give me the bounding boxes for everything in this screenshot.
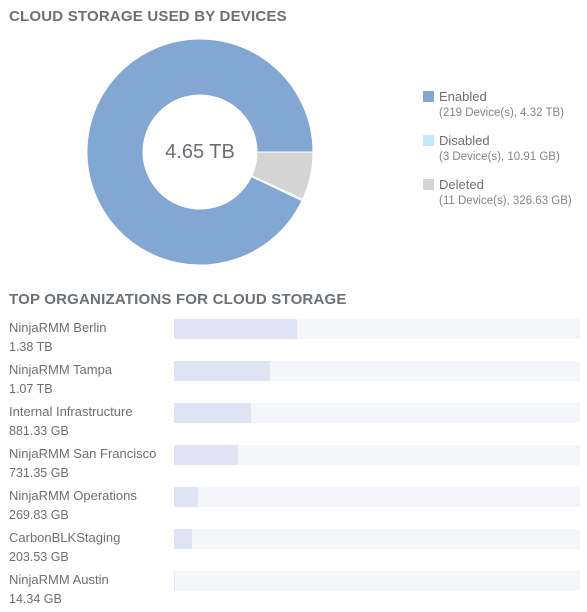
legend-item-disabled[interactable]: Disabled (3 Device(s), 10.91 GB) [423,132,585,166]
legend-detail: (219 Device(s), 4.32 TB) [439,107,565,119]
org-row[interactable]: NinjaRMM San Francisco 731.35 GB [0,444,587,486]
org-list: NinjaRMM Berlin 1.38 TB NinjaRMM Tampa 1… [0,318,587,612]
storage-legend: Enabled (219 Device(s), 4.32 TB) Disable… [423,88,585,220]
org-bar-track [174,487,580,507]
legend-item-deleted[interactable]: Deleted (11 Device(s), 326.63 GB) [423,176,585,210]
org-name: NinjaRMM Tampa [9,362,113,377]
legend-detail: (3 Device(s), 10.91 GB) [439,151,560,163]
org-bar-track [174,445,580,465]
org-bar-track [174,529,580,549]
donut-slice-enabled[interactable] [86,38,314,266]
org-bar-fill [174,571,176,591]
legend-swatch-enabled [423,91,434,102]
legend-swatch-disabled [423,135,434,146]
org-bar-fill [174,487,198,507]
org-row[interactable]: Internal Infrastructure 881.33 GB [0,402,587,444]
org-bar-fill [174,361,270,381]
org-name: NinjaRMM Austin [9,572,109,587]
legend-label: Deleted [439,177,484,192]
storage-donut-chart: 4.65 TB [86,38,314,266]
org-row[interactable]: NinjaRMM Operations 269.83 GB [0,486,587,528]
org-bar-track [174,319,580,339]
org-name: Internal Infrastructure [9,404,133,419]
org-size: 881.33 GB [9,424,69,438]
org-name: CarbonBLKStaging [9,530,121,545]
legend-detail: (11 Device(s), 326.63 GB) [439,195,572,207]
org-size: 1.07 TB [9,382,53,396]
org-bar-fill [174,529,192,549]
org-row[interactable]: CarbonBLKStaging 203.53 GB [0,528,587,570]
org-bar-track [174,361,580,381]
org-row[interactable]: NinjaRMM Berlin 1.38 TB [0,318,587,360]
org-size: 1.38 TB [9,340,53,354]
legend-label: Enabled [439,89,487,104]
org-size: 14.34 GB [9,592,62,606]
org-bar-fill [174,445,238,465]
org-bar-fill [174,319,298,339]
legend-label: Disabled [439,133,490,148]
org-row[interactable]: NinjaRMM Tampa 1.07 TB [0,360,587,402]
legend-swatch-deleted [423,179,434,190]
org-size: 203.53 GB [9,550,69,564]
legend-item-enabled[interactable]: Enabled (219 Device(s), 4.32 TB) [423,88,585,122]
org-bar-track [174,403,580,423]
storage-section-title: CLOUD STORAGE USED BY DEVICES [9,8,287,25]
orgs-section-title: TOP ORGANIZATIONS FOR CLOUD STORAGE [9,291,347,308]
org-name: NinjaRMM Berlin [9,320,107,335]
org-row[interactable]: NinjaRMM Austin 14.34 GB [0,570,587,612]
org-name: NinjaRMM San Francisco [9,446,157,461]
org-size: 731.35 GB [9,466,69,480]
org-name: NinjaRMM Operations [9,488,137,503]
org-bar-fill [174,403,251,423]
org-bar-track [174,571,580,591]
org-size: 269.83 GB [9,508,69,522]
donut-svg [86,38,314,266]
